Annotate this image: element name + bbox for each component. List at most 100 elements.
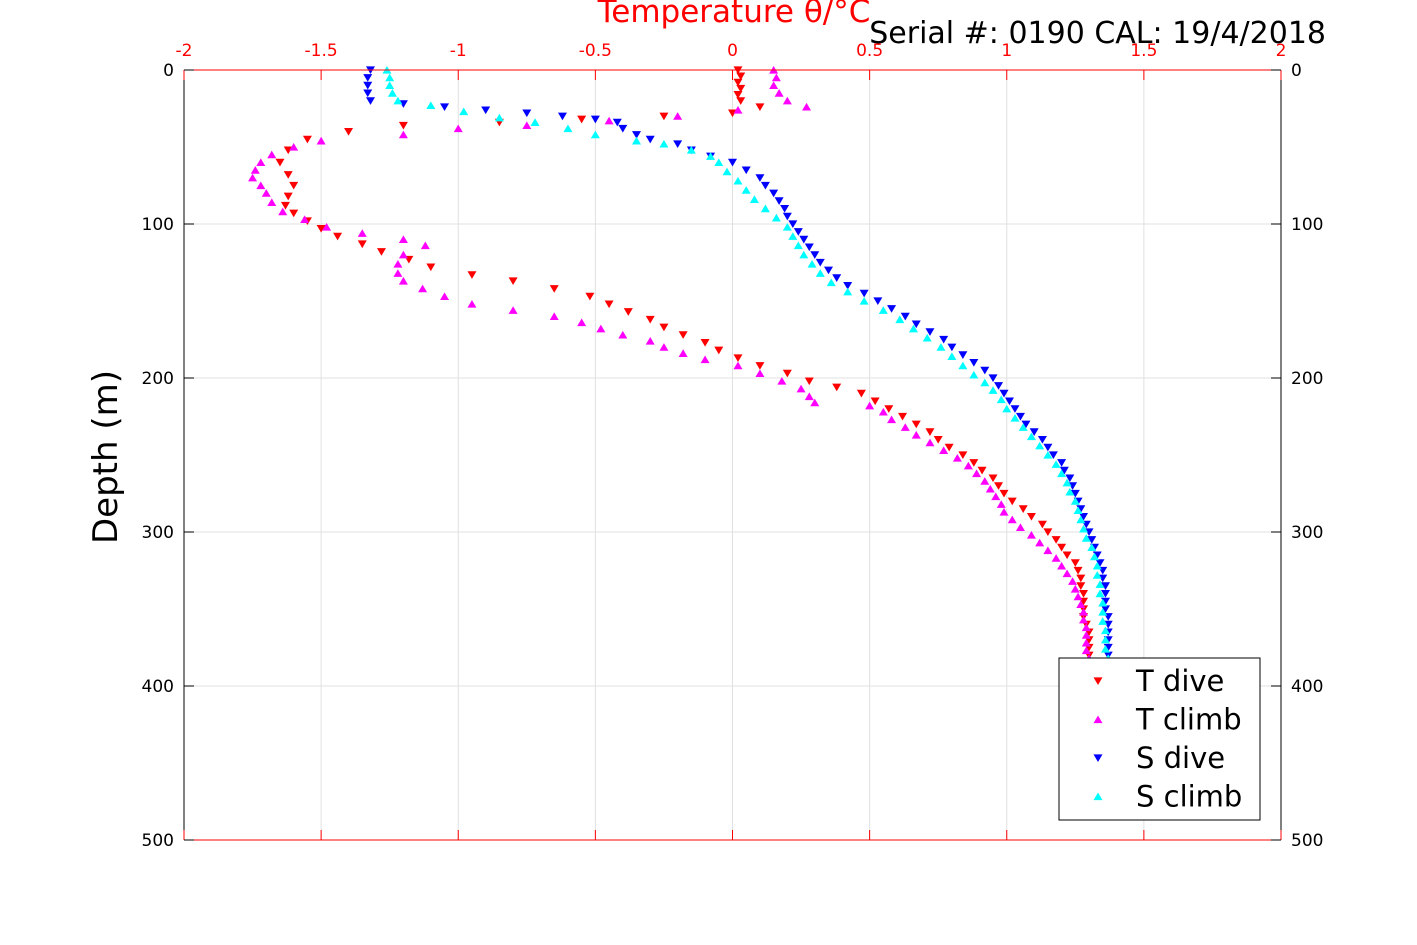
legend-box xyxy=(1058,657,1261,821)
data-point-t-climb xyxy=(878,407,888,416)
x-tick-label: 0 xyxy=(727,41,738,61)
data-point-s-climb xyxy=(1065,487,1075,496)
data-point-s-dive xyxy=(999,389,1009,398)
data-point-t-dive xyxy=(1062,551,1072,560)
data-point-s-dive xyxy=(1100,582,1110,590)
data-point-t-climb xyxy=(996,500,1006,508)
x-tick-label: -1.5 xyxy=(305,41,338,61)
data-point-t-dive xyxy=(1007,497,1017,506)
data-point-t-climb xyxy=(256,158,266,166)
data-point-s-dive xyxy=(481,106,491,115)
data-point-s-dive xyxy=(440,103,450,112)
data-point-t-dive xyxy=(577,115,587,124)
data-point-t-climb xyxy=(963,461,973,470)
data-point-t-climb xyxy=(393,259,403,268)
data-point-t-dive xyxy=(549,285,559,293)
data-point-t-dive xyxy=(1070,559,1080,567)
legend-label-t-climb: T climb xyxy=(1135,703,1242,737)
data-point-t-climb xyxy=(618,330,628,339)
y-tick-label-right: 400 xyxy=(1291,677,1323,697)
data-point-t-dive xyxy=(1018,505,1028,513)
data-point-s-climb xyxy=(947,352,957,361)
data-point-t-dive xyxy=(733,78,743,87)
data-point-t-climb xyxy=(659,343,669,351)
data-point-t-dive xyxy=(958,451,968,460)
data-point-s-dive xyxy=(1037,436,1047,444)
data-point-t-climb xyxy=(1070,584,1080,593)
data-point-t-climb xyxy=(887,415,897,424)
data-point-t-dive xyxy=(508,277,518,286)
data-point-s-dive xyxy=(760,181,770,190)
data-point-s-dive xyxy=(1010,405,1020,413)
data-point-s-climb xyxy=(385,81,395,89)
data-point-t-dive xyxy=(755,103,765,112)
data-point-s-dive xyxy=(1015,412,1025,421)
data-point-s-climb xyxy=(958,361,968,370)
data-point-t-dive xyxy=(755,362,765,370)
data-point-s-dive xyxy=(363,81,373,90)
data-point-t-climb xyxy=(322,223,332,231)
data-point-t-dive xyxy=(804,377,814,386)
data-point-s-climb xyxy=(922,333,932,342)
data-point-t-climb xyxy=(985,484,995,493)
data-point-t-dive xyxy=(870,397,880,406)
data-point-s-climb xyxy=(1070,497,1080,505)
data-point-t-dive xyxy=(884,405,894,413)
data-point-s-dive xyxy=(1076,505,1086,513)
data-point-s-dive xyxy=(832,274,842,282)
data-point-t-climb xyxy=(802,102,812,111)
data-point-s-dive xyxy=(799,235,809,244)
data-point-s-dive xyxy=(925,328,935,336)
data-point-s-climb xyxy=(1095,580,1105,588)
data-point-s-climb xyxy=(799,250,809,259)
data-point-t-climb xyxy=(398,130,408,139)
data-point-s-climb xyxy=(1062,478,1072,487)
data-point-s-dive xyxy=(673,140,683,148)
data-point-t-dive xyxy=(344,128,354,136)
data-point-t-climb xyxy=(1073,592,1083,601)
data-point-t-dive xyxy=(977,466,987,475)
data-point-s-dive xyxy=(363,74,373,82)
data-point-s-dive xyxy=(1100,590,1110,598)
data-point-s-climb xyxy=(980,378,990,387)
data-point-t-dive xyxy=(898,412,908,421)
data-point-s-climb xyxy=(843,287,853,296)
data-point-s-dive xyxy=(873,297,883,306)
data-point-s-climb xyxy=(530,118,540,126)
data-point-t-dive xyxy=(988,474,998,483)
data-point-t-climb xyxy=(1062,569,1072,578)
data-point-s-climb xyxy=(1087,543,1097,551)
data-point-t-climb xyxy=(1079,615,1089,624)
legend: T dive T climb S dive S climb xyxy=(1058,657,1261,821)
y-axis-label: Depth (m) xyxy=(86,370,126,544)
data-point-s-dive xyxy=(1084,528,1094,537)
data-point-s-dive xyxy=(1029,428,1039,436)
data-point-t-climb xyxy=(250,166,260,174)
data-point-s-dive xyxy=(1065,474,1075,483)
data-point-s-climb xyxy=(387,89,397,97)
data-point-t-dive xyxy=(999,489,1009,498)
data-point-s-climb xyxy=(1057,469,1067,478)
data-point-s-dive xyxy=(398,100,408,108)
data-point-s-dive xyxy=(810,251,820,259)
data-point-t-dive xyxy=(1076,582,1086,590)
data-point-t-climb xyxy=(398,235,408,243)
data-point-s-dive xyxy=(823,266,833,275)
legend-label-s-climb: S climb xyxy=(1136,780,1242,814)
data-point-t-climb xyxy=(420,241,430,250)
x-tick-label: -2 xyxy=(176,41,193,61)
data-point-s-climb xyxy=(895,315,905,324)
y-tick-label-right: 100 xyxy=(1291,215,1323,235)
data-point-t-climb xyxy=(1051,554,1061,562)
data-point-t-climb xyxy=(1026,531,1036,539)
data-point-s-climb xyxy=(494,113,504,122)
data-point-s-climb xyxy=(807,259,817,268)
data-point-s-climb xyxy=(1073,506,1083,515)
data-point-s-dive xyxy=(1059,466,1069,475)
data-point-s-dive xyxy=(1092,551,1102,560)
data-point-t-dive xyxy=(1043,528,1053,537)
data-point-s-dive xyxy=(988,374,998,383)
data-point-s-climb xyxy=(826,278,836,287)
data-point-t-climb xyxy=(1081,646,1091,655)
data-point-s-climb xyxy=(1010,413,1020,422)
